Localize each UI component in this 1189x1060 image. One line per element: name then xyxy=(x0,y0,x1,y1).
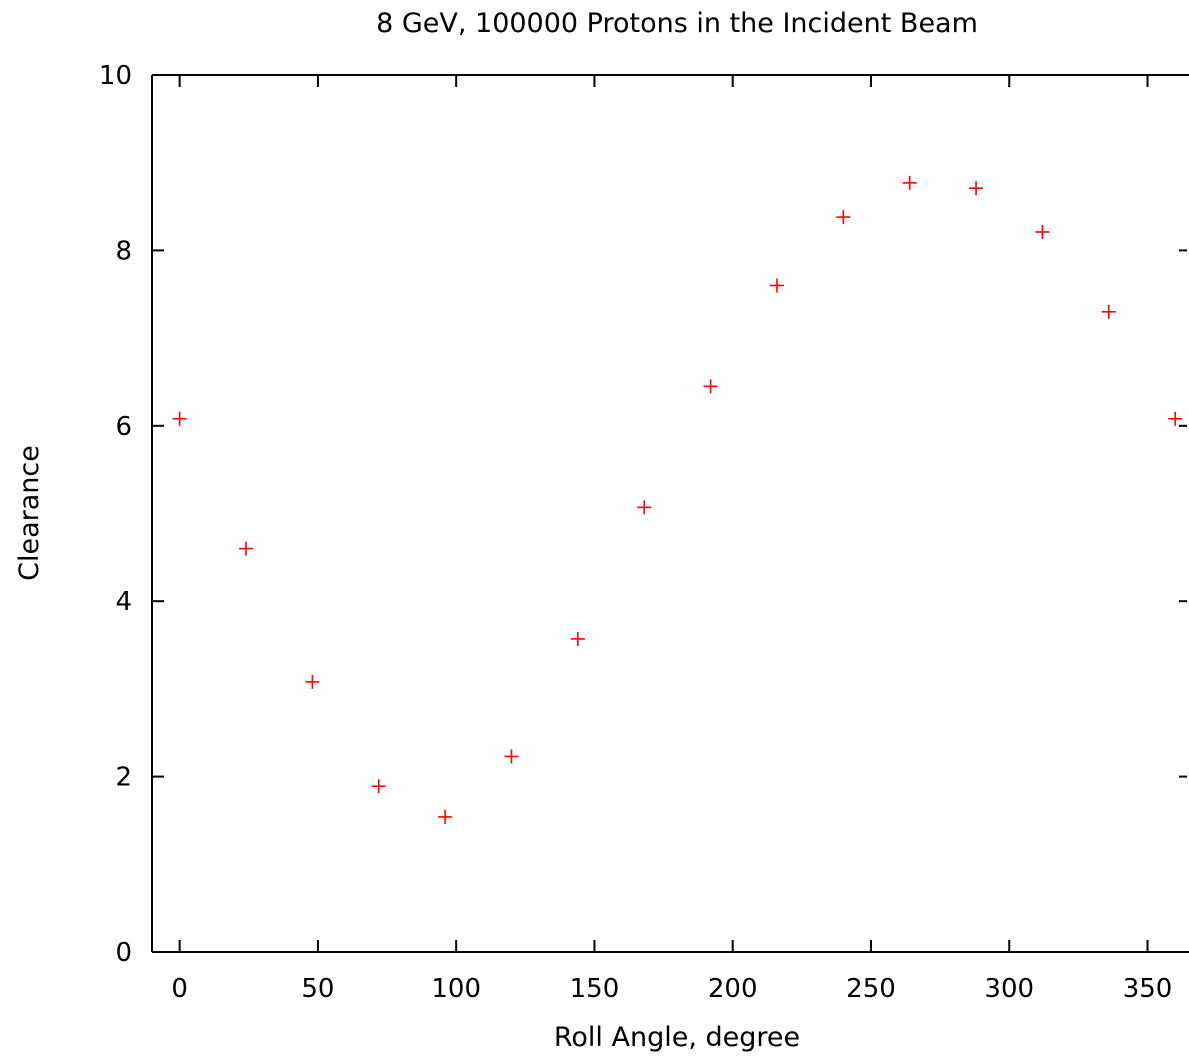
data-point xyxy=(172,411,187,426)
data-point xyxy=(438,809,453,824)
x-tick-label: 350 xyxy=(1123,974,1173,1004)
data-point xyxy=(1168,411,1183,426)
data-point xyxy=(769,278,784,293)
chart-title: 8 GeV, 100000 Protons in the Incident Be… xyxy=(376,8,978,39)
x-tick-label: 250 xyxy=(846,974,896,1004)
x-tick-label: 200 xyxy=(708,974,758,1004)
x-tick-label: 0 xyxy=(171,974,188,1004)
data-point xyxy=(1101,304,1116,319)
x-tick-label: 150 xyxy=(570,974,620,1004)
data-point xyxy=(836,210,851,225)
data-point xyxy=(1035,224,1050,239)
y-tick-label: 6 xyxy=(115,412,132,442)
data-point xyxy=(504,749,519,764)
x-tick-label: 300 xyxy=(984,974,1034,1004)
data-point xyxy=(703,379,718,394)
data-point xyxy=(570,631,585,646)
x-tick-label: 100 xyxy=(431,974,481,1004)
y-tick-label: 8 xyxy=(115,236,132,266)
data-point xyxy=(305,674,320,689)
data-point xyxy=(239,541,254,556)
y-tick-label: 10 xyxy=(99,61,132,91)
x-tick-label: 50 xyxy=(301,974,334,1004)
y-axis-title: Clearance xyxy=(14,445,45,581)
data-point xyxy=(371,779,386,794)
y-tick-label: 4 xyxy=(115,587,132,617)
data-point xyxy=(902,175,917,190)
x-axis-title: Roll Angle, degree xyxy=(554,1022,800,1053)
y-tick-label: 0 xyxy=(115,938,132,968)
data-point xyxy=(969,181,984,196)
data-points xyxy=(172,175,1183,824)
data-point xyxy=(637,500,652,515)
y-tick-label: 2 xyxy=(115,763,132,793)
plot-axes: 0 50 100 150 200 250 300 350 0 2 4 6 8 10 xyxy=(99,61,1189,1004)
